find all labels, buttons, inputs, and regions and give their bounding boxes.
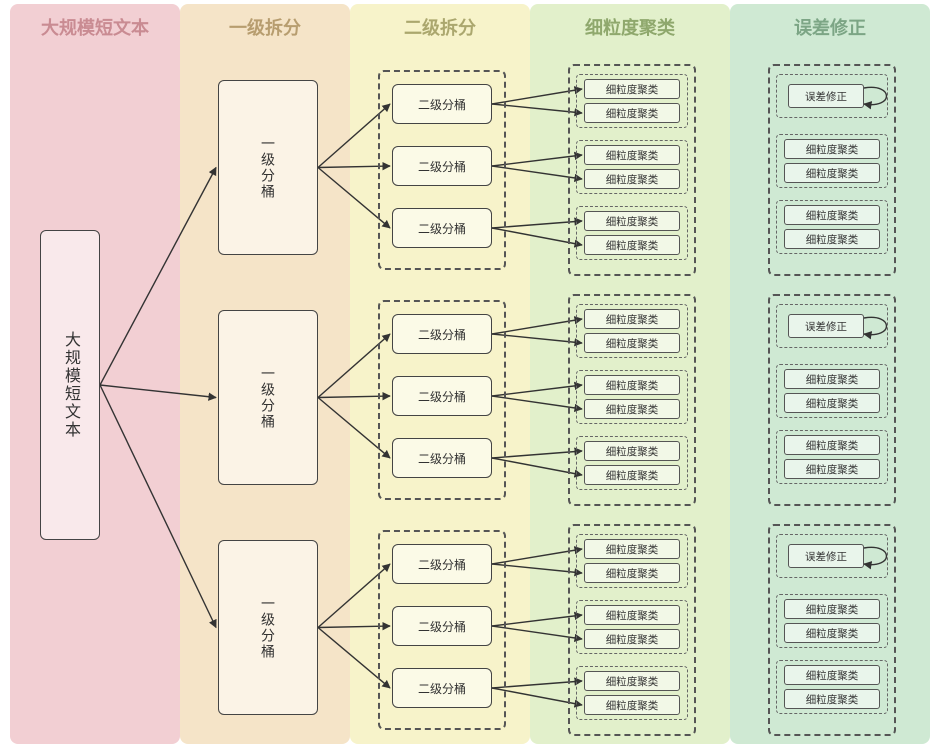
cluster-box: 细粒度聚类 bbox=[784, 229, 880, 249]
cluster-box: 细粒度聚类 bbox=[584, 145, 680, 165]
cluster-label: 细粒度聚类 bbox=[806, 142, 859, 157]
cluster-label: 细粒度聚类 bbox=[806, 626, 859, 641]
source-box: 大规模短文本 bbox=[40, 230, 100, 540]
cluster-label: 细粒度聚类 bbox=[806, 462, 859, 477]
cluster-label: 细粒度聚类 bbox=[606, 468, 659, 483]
cluster-label: 细粒度聚类 bbox=[806, 208, 859, 223]
correction-label: 误差修正 bbox=[805, 319, 847, 334]
level2-label: 二级分桶 bbox=[418, 450, 466, 467]
cluster-box: 细粒度聚类 bbox=[584, 539, 680, 559]
cluster-box: 细粒度聚类 bbox=[784, 599, 880, 619]
level2-bucket: 二级分桶 bbox=[392, 146, 492, 186]
cluster-box: 细粒度聚类 bbox=[584, 671, 680, 691]
cluster-box: 细粒度聚类 bbox=[584, 211, 680, 231]
cluster-box: 细粒度聚类 bbox=[784, 665, 880, 685]
cluster-box: 细粒度聚类 bbox=[584, 375, 680, 395]
cluster-label: 细粒度聚类 bbox=[606, 378, 659, 393]
cluster-label: 细粒度聚类 bbox=[806, 438, 859, 453]
level2-bucket: 二级分桶 bbox=[392, 606, 492, 646]
level2-label: 二级分桶 bbox=[418, 388, 466, 405]
level2-label: 二级分桶 bbox=[418, 96, 466, 113]
cluster-box: 细粒度聚类 bbox=[784, 163, 880, 183]
cluster-box: 细粒度聚类 bbox=[784, 205, 880, 225]
cluster-box: 细粒度聚类 bbox=[584, 333, 680, 353]
level1-bucket: 一级分桶 bbox=[218, 80, 318, 255]
cluster-label: 细粒度聚类 bbox=[806, 668, 859, 683]
diagram-root: 大规模短文本一级拆分二级拆分细粒度聚类误差修正大规模短文本一级分桶二级分桶二级分… bbox=[0, 0, 936, 748]
cluster-label: 细粒度聚类 bbox=[606, 402, 659, 417]
level2-label: 二级分桶 bbox=[418, 220, 466, 237]
cluster-label: 细粒度聚类 bbox=[806, 602, 859, 617]
level2-label: 二级分桶 bbox=[418, 326, 466, 343]
cluster-box: 细粒度聚类 bbox=[784, 689, 880, 709]
correction-label: 误差修正 bbox=[805, 549, 847, 564]
cluster-label: 细粒度聚类 bbox=[606, 82, 659, 97]
level2-label: 二级分桶 bbox=[418, 680, 466, 697]
column-header: 大规模短文本 bbox=[10, 14, 180, 40]
cluster-label: 细粒度聚类 bbox=[606, 566, 659, 581]
cluster-label: 细粒度聚类 bbox=[806, 232, 859, 247]
cluster-label: 细粒度聚类 bbox=[606, 336, 659, 351]
level1-bucket: 一级分桶 bbox=[218, 540, 318, 715]
level2-bucket: 二级分桶 bbox=[392, 544, 492, 584]
level2-bucket: 二级分桶 bbox=[392, 668, 492, 708]
cluster-box: 细粒度聚类 bbox=[584, 399, 680, 419]
level1-label: 一级分桶 bbox=[258, 596, 278, 660]
cluster-box: 细粒度聚类 bbox=[584, 235, 680, 255]
cluster-box: 细粒度聚类 bbox=[584, 563, 680, 583]
level1-label: 一级分桶 bbox=[258, 366, 278, 430]
cluster-box: 细粒度聚类 bbox=[784, 139, 880, 159]
cluster-label: 细粒度聚类 bbox=[606, 172, 659, 187]
correction-label: 误差修正 bbox=[805, 89, 847, 104]
correction-box: 误差修正 bbox=[788, 84, 864, 108]
cluster-box: 细粒度聚类 bbox=[584, 695, 680, 715]
column-header: 二级拆分 bbox=[350, 14, 530, 40]
cluster-box: 细粒度聚类 bbox=[784, 459, 880, 479]
cluster-box: 细粒度聚类 bbox=[784, 393, 880, 413]
cluster-box: 细粒度聚类 bbox=[784, 623, 880, 643]
level2-bucket: 二级分桶 bbox=[392, 208, 492, 248]
cluster-box: 细粒度聚类 bbox=[584, 465, 680, 485]
source-label: 大规模短文本 bbox=[58, 331, 82, 439]
level2-bucket: 二级分桶 bbox=[392, 438, 492, 478]
cluster-label: 细粒度聚类 bbox=[606, 698, 659, 713]
cluster-label: 细粒度聚类 bbox=[606, 312, 659, 327]
cluster-box: 细粒度聚类 bbox=[584, 309, 680, 329]
cluster-box: 细粒度聚类 bbox=[584, 629, 680, 649]
level2-bucket: 二级分桶 bbox=[392, 314, 492, 354]
cluster-label: 细粒度聚类 bbox=[606, 608, 659, 623]
column-header: 误差修正 bbox=[730, 14, 930, 40]
cluster-label: 细粒度聚类 bbox=[606, 632, 659, 647]
level2-label: 二级分桶 bbox=[418, 158, 466, 175]
cluster-label: 细粒度聚类 bbox=[606, 674, 659, 689]
level2-label: 二级分桶 bbox=[418, 618, 466, 635]
cluster-box: 细粒度聚类 bbox=[584, 103, 680, 123]
cluster-box: 细粒度聚类 bbox=[784, 435, 880, 455]
cluster-box: 细粒度聚类 bbox=[584, 169, 680, 189]
level1-label: 一级分桶 bbox=[258, 136, 278, 200]
cluster-label: 细粒度聚类 bbox=[806, 166, 859, 181]
cluster-label: 细粒度聚类 bbox=[806, 692, 859, 707]
cluster-label: 细粒度聚类 bbox=[606, 238, 659, 253]
cluster-label: 细粒度聚类 bbox=[606, 214, 659, 229]
cluster-label: 细粒度聚类 bbox=[606, 542, 659, 557]
correction-box: 误差修正 bbox=[788, 314, 864, 338]
correction-box: 误差修正 bbox=[788, 544, 864, 568]
cluster-label: 细粒度聚类 bbox=[606, 106, 659, 121]
column-header: 细粒度聚类 bbox=[530, 14, 730, 40]
cluster-label: 细粒度聚类 bbox=[606, 444, 659, 459]
level2-bucket: 二级分桶 bbox=[392, 376, 492, 416]
cluster-box: 细粒度聚类 bbox=[584, 605, 680, 625]
cluster-label: 细粒度聚类 bbox=[806, 396, 859, 411]
level1-bucket: 一级分桶 bbox=[218, 310, 318, 485]
cluster-box: 细粒度聚类 bbox=[584, 79, 680, 99]
cluster-box: 细粒度聚类 bbox=[784, 369, 880, 389]
level2-bucket: 二级分桶 bbox=[392, 84, 492, 124]
cluster-box: 细粒度聚类 bbox=[584, 441, 680, 461]
column-header: 一级拆分 bbox=[180, 14, 350, 40]
cluster-label: 细粒度聚类 bbox=[806, 372, 859, 387]
cluster-label: 细粒度聚类 bbox=[606, 148, 659, 163]
level2-label: 二级分桶 bbox=[418, 556, 466, 573]
